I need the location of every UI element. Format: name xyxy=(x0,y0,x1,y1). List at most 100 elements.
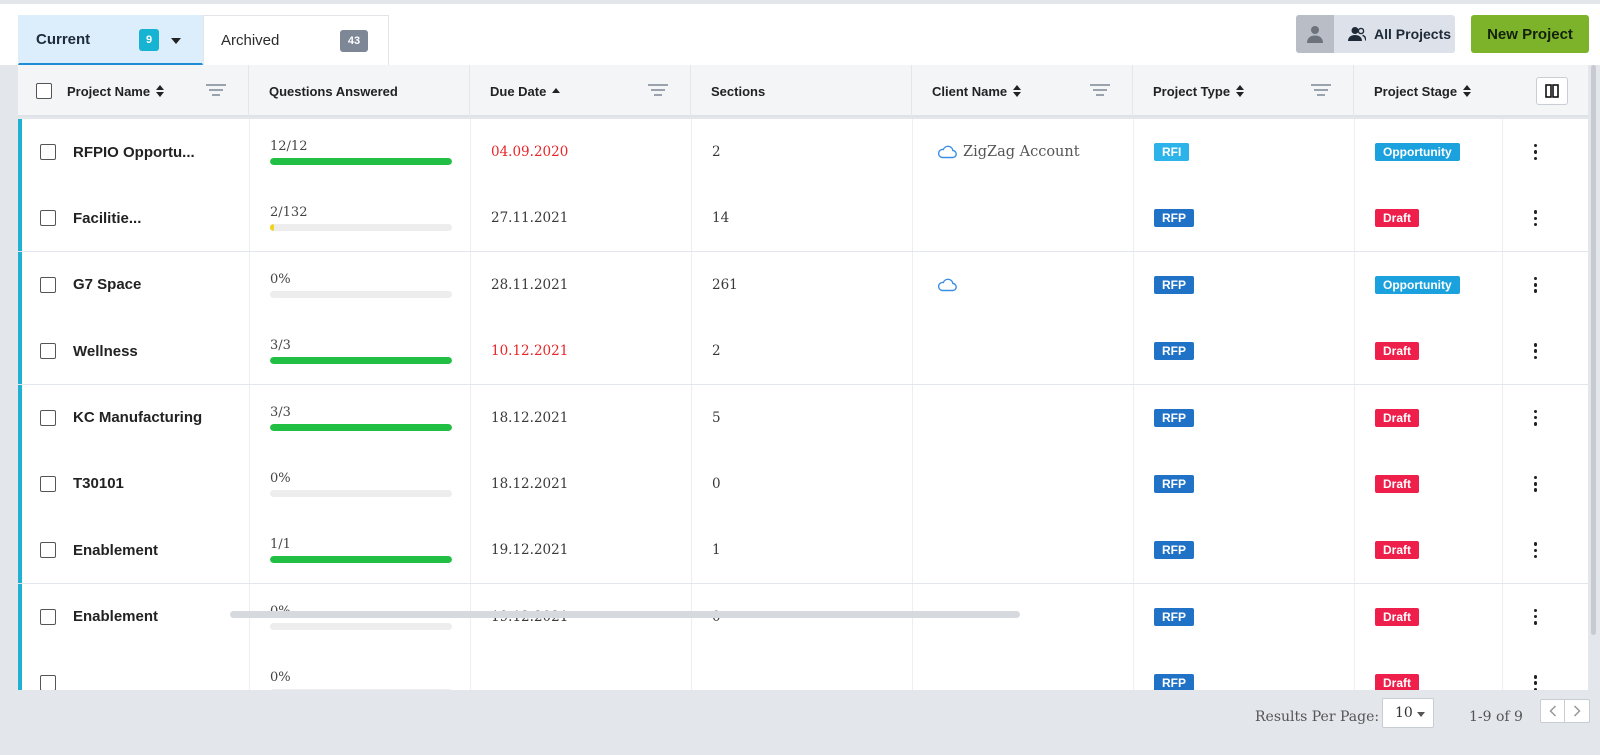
client-name-cell xyxy=(913,517,1134,584)
table-row[interactable]: 0% RFP Draft xyxy=(18,650,1588,690)
row-checkbox[interactable] xyxy=(40,210,56,227)
project-name-link[interactable]: Enablement xyxy=(73,608,159,626)
vertical-scrollbar[interactable] xyxy=(1591,65,1596,635)
table-row[interactable]: Facilitie... 2/132 27.11.2021 14 RFP Dra… xyxy=(18,185,1588,252)
results-per-page-select[interactable]: 10 xyxy=(1382,698,1434,728)
column-project-name-label[interactable]: Project Name xyxy=(67,83,151,99)
filter-icon[interactable] xyxy=(648,84,668,98)
filter-icon[interactable] xyxy=(1090,84,1110,98)
row-actions-cell xyxy=(1502,185,1568,252)
project-stage-badge: Opportunity xyxy=(1375,143,1460,161)
questions-answered-cell: 0% xyxy=(250,650,471,690)
table-row[interactable]: Enablement 1/1 19.12.2021 1 RFP Draft xyxy=(18,517,1588,584)
kebab-menu-icon[interactable] xyxy=(1533,541,1538,560)
kebab-menu-icon[interactable] xyxy=(1533,607,1538,626)
questions-answered-text: 1/1 xyxy=(270,537,291,553)
client-name-cell xyxy=(913,450,1134,517)
questions-answered-text: 0% xyxy=(270,271,291,287)
project-type-cell: RFP xyxy=(1134,384,1355,451)
sort-icon[interactable] xyxy=(156,85,165,97)
project-name-cell: RFPIO Opportu... xyxy=(22,119,250,185)
select-all-checkbox[interactable] xyxy=(36,83,52,99)
client-name-cell: ZigZag Account xyxy=(913,119,1134,185)
filter-icon[interactable] xyxy=(1311,84,1331,98)
results-per-page-value: 10 xyxy=(1395,705,1413,721)
project-name-link[interactable]: KC Manufacturing xyxy=(73,409,203,427)
prev-page-button[interactable] xyxy=(1541,700,1566,722)
questions-answered-cell: 1/1 xyxy=(250,517,471,584)
column-settings-button[interactable] xyxy=(1536,77,1568,105)
project-type-cell: RFP xyxy=(1134,185,1355,252)
kebab-menu-icon[interactable] xyxy=(1533,674,1538,690)
table-row[interactable]: T30101 0% 18.12.2021 0 RFP Draft xyxy=(18,450,1588,517)
project-name-cell: Enablement xyxy=(22,583,250,650)
row-checkbox[interactable] xyxy=(40,276,56,293)
kebab-menu-icon[interactable] xyxy=(1533,143,1538,162)
row-checkbox[interactable] xyxy=(40,608,56,625)
questions-answered-text: 2/132 xyxy=(270,205,308,221)
sort-icon[interactable] xyxy=(1236,85,1245,97)
project-stage-cell: Draft xyxy=(1355,185,1502,251)
client-name-cell xyxy=(913,384,1134,451)
column-due-date-label[interactable]: Due Date xyxy=(490,83,547,99)
questions-answered-text: 3/3 xyxy=(270,404,291,420)
questions-answered-cell: 3/3 xyxy=(250,318,471,385)
sort-icon[interactable] xyxy=(1013,85,1022,97)
project-name-link[interactable]: T30101 xyxy=(73,475,124,493)
project-type-badge: RFP xyxy=(1154,408,1194,427)
column-project-type-label[interactable]: Project Type xyxy=(1153,83,1231,99)
table-row[interactable]: G7 Space 0% 28.11.2021 261 RFP Opportuni… xyxy=(18,251,1588,318)
project-name-link[interactable]: Facilitie... xyxy=(73,209,142,227)
all-projects-filter[interactable]: All Projects xyxy=(1296,15,1455,53)
horizontal-scrollbar[interactable] xyxy=(230,611,1020,618)
project-type-cell: RFP xyxy=(1134,650,1355,690)
filter-icon[interactable] xyxy=(206,84,226,98)
project-name-link[interactable]: G7 Space xyxy=(73,276,142,294)
kebab-menu-icon[interactable] xyxy=(1533,475,1538,494)
project-name-link[interactable]: Enablement xyxy=(73,541,159,559)
tab-current[interactable]: Current 9 xyxy=(18,15,203,65)
kebab-menu-icon[interactable] xyxy=(1533,408,1538,427)
project-name-link[interactable]: Wellness xyxy=(73,342,138,360)
project-name-cell: KC Manufacturing xyxy=(22,384,250,451)
tab-archived[interactable]: Archived 43 xyxy=(203,15,389,65)
due-date-cell xyxy=(471,650,692,690)
kebab-menu-icon[interactable] xyxy=(1533,209,1538,228)
new-project-button[interactable]: New Project xyxy=(1471,15,1589,53)
sort-icon[interactable] xyxy=(1463,85,1472,97)
project-stage-cell: Draft xyxy=(1355,385,1502,451)
project-type-cell: RFI xyxy=(1134,119,1355,185)
project-stage-badge: Draft xyxy=(1375,342,1420,361)
questions-answered-text: 12/12 xyxy=(270,139,308,154)
row-checkbox[interactable] xyxy=(40,542,56,559)
chevron-down-icon[interactable] xyxy=(171,38,181,44)
table-row[interactable]: Wellness 3/3 10.12.2021 2 RFP Draft xyxy=(18,318,1588,385)
progress-bar xyxy=(270,622,452,630)
row-checkbox[interactable] xyxy=(40,343,56,360)
due-date-cell: 18.12.2021 xyxy=(471,384,692,451)
row-checkbox[interactable] xyxy=(40,675,56,690)
project-stage-badge: Draft xyxy=(1375,209,1420,228)
row-checkbox[interactable] xyxy=(40,409,56,426)
project-name-link[interactable]: RFPIO Opportu... xyxy=(73,143,195,161)
row-checkbox[interactable] xyxy=(40,144,56,160)
table-row[interactable]: RFPIO Opportu... 12/12 04.09.2020 2 ZigZ… xyxy=(18,119,1588,185)
column-sections: Sections xyxy=(691,65,912,117)
row-checkbox[interactable] xyxy=(40,475,56,492)
next-page-button[interactable] xyxy=(1565,700,1589,722)
row-actions-cell xyxy=(1502,450,1568,517)
avatar xyxy=(1296,15,1334,53)
project-type-cell: RFP xyxy=(1134,517,1355,584)
column-project-type: Project Type xyxy=(1133,65,1354,117)
table-row[interactable]: KC Manufacturing 3/3 18.12.2021 5 RFP Dr… xyxy=(18,384,1588,451)
cloud-icon xyxy=(937,278,957,292)
column-project-name: Project Name xyxy=(18,65,249,117)
column-client-name-label[interactable]: Client Name xyxy=(932,83,1008,99)
cloud-icon xyxy=(937,145,957,159)
progress-bar xyxy=(270,158,452,165)
kebab-menu-icon[interactable] xyxy=(1533,275,1538,294)
sort-ascending-icon[interactable] xyxy=(552,87,561,95)
column-project-stage-label[interactable]: Project Stage xyxy=(1374,83,1458,99)
questions-answered-cell: 3/3 xyxy=(250,384,471,451)
kebab-menu-icon[interactable] xyxy=(1533,342,1538,361)
